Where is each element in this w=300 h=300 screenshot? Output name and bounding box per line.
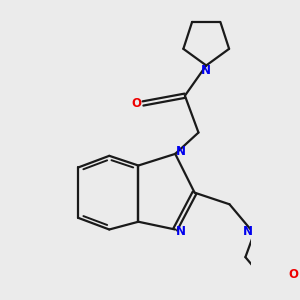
Text: O: O (288, 268, 298, 281)
Text: O: O (131, 97, 141, 110)
Text: N: N (201, 64, 211, 77)
Text: N: N (176, 225, 186, 238)
Text: N: N (242, 225, 252, 238)
Text: N: N (176, 146, 186, 158)
